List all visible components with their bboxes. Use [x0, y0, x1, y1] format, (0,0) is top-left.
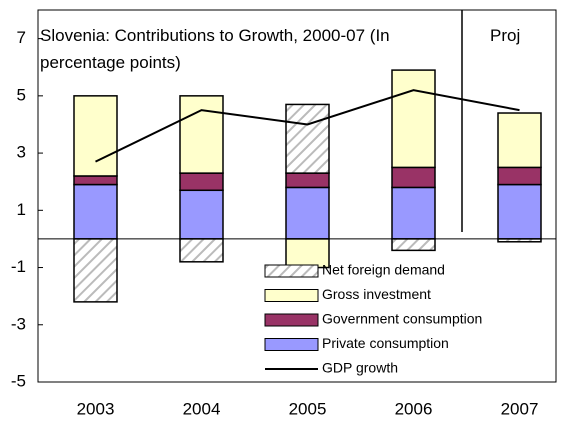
bar-segment — [497, 112, 542, 169]
legend-label: Gross investment — [322, 286, 431, 302]
legend-swatch — [264, 264, 319, 278]
y-tick-label: 7 — [17, 28, 26, 47]
chart-title: Slovenia: Contributions to Growth, 2000-… — [40, 26, 390, 72]
bar-segment — [73, 183, 118, 240]
bar-segment — [285, 186, 330, 240]
bar-segment — [73, 95, 118, 177]
y-tick-label: -1 — [11, 257, 26, 276]
annotation: Proj — [490, 26, 521, 45]
x-tick-label: 2005 — [289, 399, 327, 418]
bar-segment — [179, 189, 224, 240]
x-tick-label: 2004 — [183, 399, 221, 418]
y-tick-label: -3 — [11, 314, 26, 333]
bar-segment — [391, 238, 436, 252]
bar-segment — [179, 172, 224, 192]
legend-swatch — [264, 289, 319, 302]
legend-swatch — [264, 313, 319, 327]
legend-label: Net foreign demand — [322, 262, 445, 278]
x-tick-label: 2007 — [501, 399, 539, 418]
bar-segment — [391, 69, 436, 169]
bar-segment — [73, 238, 118, 303]
y-tick-label: 3 — [17, 143, 26, 162]
x-tick-label: 2003 — [77, 399, 115, 418]
legend-label: Private consumption — [322, 335, 449, 351]
legend-label: Government consumption — [322, 311, 482, 327]
bar-segment — [179, 95, 224, 174]
bar-segment — [285, 172, 330, 189]
y-tick-label: -5 — [11, 371, 26, 390]
legend-swatch — [264, 338, 319, 351]
bar-segment — [179, 238, 224, 263]
bar-segment — [73, 175, 118, 186]
y-tick-label: 1 — [17, 200, 26, 219]
bar-segment — [497, 183, 542, 240]
bar-segment — [391, 166, 436, 189]
bar-segment — [497, 166, 542, 186]
x-tick-label: 2006 — [395, 399, 433, 418]
bar-segment — [391, 186, 436, 240]
y-tick-label: 5 — [17, 85, 26, 104]
line-series — [95, 89, 520, 163]
bar-segment — [285, 103, 330, 174]
legend-label: GDP growth — [322, 360, 398, 376]
